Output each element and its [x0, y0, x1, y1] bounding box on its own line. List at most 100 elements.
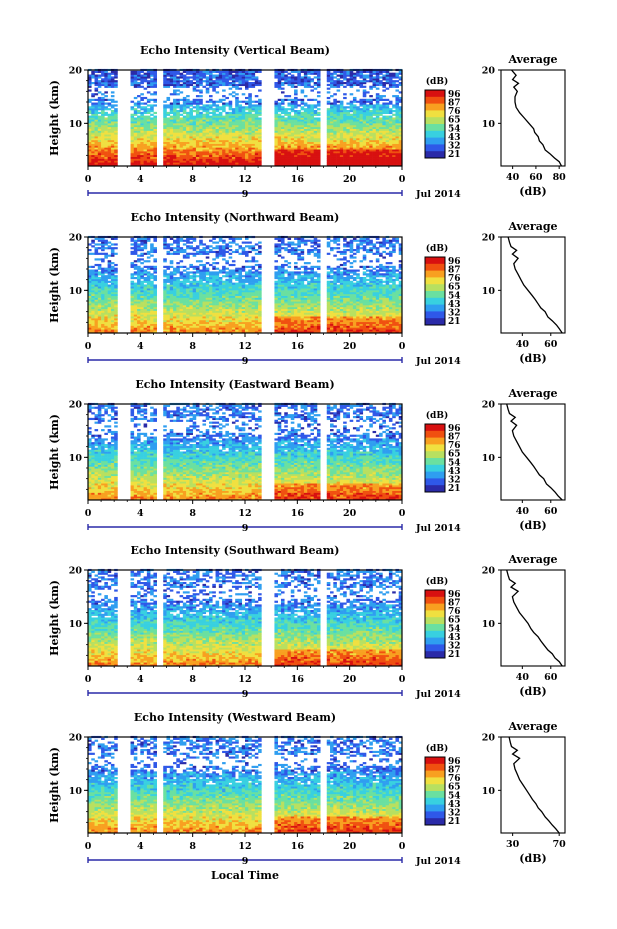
colorbar-segment	[425, 601, 445, 604]
colorbar-segment	[425, 441, 445, 444]
colorbar-segment	[425, 789, 445, 792]
colorbar-segment	[425, 772, 445, 775]
colorbar-tick-label: 96	[448, 90, 461, 100]
colorbar-segment	[425, 258, 445, 261]
y-axis-label: Height (km)	[48, 747, 61, 823]
date-month-label: Jul 2014	[415, 689, 461, 700]
colorbar-segment	[425, 809, 445, 812]
colorbar-segment	[425, 117, 445, 120]
x-tick-label: 8	[189, 674, 196, 685]
colorbar-tick-label: 32	[448, 308, 461, 318]
y-axis-label: Height (km)	[48, 580, 61, 656]
colorbar-segment	[425, 122, 445, 125]
colorbar-segment	[425, 294, 445, 297]
colorbar-segment	[425, 591, 445, 594]
colorbar-segment	[425, 647, 445, 650]
colorbar-segment	[425, 625, 445, 628]
colorbar-segment	[425, 267, 445, 270]
x-tick-label: 12	[238, 841, 251, 852]
colorbar-segment	[425, 105, 445, 108]
colorbar-tick-label: 43	[448, 300, 461, 310]
colorbar-segment	[425, 488, 445, 491]
colorbar-tick-label: 32	[448, 808, 461, 818]
panel-1: Echo Intensity (Northward Beam) 20 10 Heigh…	[48, 211, 566, 367]
colorbar-segment	[425, 635, 445, 638]
colorbar-segment	[425, 301, 445, 304]
colorbar-segment	[425, 639, 445, 642]
colorbar-segment	[425, 464, 445, 467]
colorbar-tick-label: 96	[448, 757, 461, 767]
colorbar-segment	[425, 425, 445, 428]
colorbar-tick-label: 65	[448, 450, 461, 460]
colorbar-segment	[425, 617, 445, 620]
colorbar-segment	[425, 480, 445, 483]
colorbar-segment	[425, 483, 445, 486]
colorbar-segment	[425, 287, 445, 290]
profile-y-tick-label: 20	[482, 400, 496, 411]
colorbar-segment	[425, 600, 445, 603]
colorbar-segment	[425, 430, 445, 433]
colorbar-frame	[424, 256, 446, 326]
colorbar-frame	[424, 589, 446, 659]
colorbar-segment	[425, 262, 445, 265]
y-tick-label: 10	[69, 453, 83, 464]
colorbar-segment	[425, 130, 445, 133]
profile-line	[507, 236, 563, 334]
colorbar-segment	[425, 481, 445, 484]
colorbar-segment	[425, 137, 445, 140]
colorbar-segment	[425, 274, 445, 277]
x-tick-label: 12	[238, 341, 251, 352]
colorbar-segment	[425, 770, 445, 773]
date-day-label: 9	[242, 356, 249, 367]
date-day-label: 9	[242, 523, 249, 534]
date-day-label: 9	[242, 856, 249, 867]
colorbar-tick-label: 76	[448, 107, 461, 117]
colorbar-unit: (dB)	[426, 76, 448, 87]
colorbar-segment	[425, 90, 445, 93]
y-tick-label: 10	[69, 286, 83, 297]
x-tick-label: 20	[343, 508, 357, 519]
x-tick-label: 8	[189, 341, 196, 352]
colorbar-segment	[425, 649, 445, 652]
y-tick-label: 20	[69, 566, 83, 577]
colorbar-segment	[425, 132, 445, 135]
x-tick-label: 4	[137, 674, 144, 685]
x-tick-label: 12	[238, 508, 251, 519]
colorbar-segment	[425, 270, 445, 273]
profile-title: Average	[507, 553, 557, 566]
y-tick-label: 20	[69, 233, 83, 244]
colorbar-segment	[425, 302, 445, 305]
colorbar-segment	[425, 782, 445, 785]
colorbar-segment	[425, 280, 445, 283]
x-tick-label: 0	[85, 508, 92, 519]
date-month-label: Jul 2014	[415, 856, 461, 867]
colorbar-tick-label: 96	[448, 257, 461, 267]
y-axis-label: Height (km)	[48, 80, 61, 156]
colorbar-segment	[425, 285, 445, 288]
colorbar-segment	[425, 646, 445, 649]
colorbar-segment	[425, 475, 445, 478]
heatmap-cells	[88, 68, 403, 167]
panel-title: Echo Intensity (Southward Beam)	[131, 544, 340, 557]
colorbar-segment	[425, 292, 445, 295]
x-tick-label: 8	[189, 508, 196, 519]
colorbar-segment	[425, 613, 445, 616]
colorbar-unit: (dB)	[426, 743, 448, 754]
colorbar-segment	[425, 144, 445, 147]
colorbar-segment	[425, 814, 445, 817]
colorbar-segment	[425, 458, 445, 461]
colorbar-tick-label: 54	[448, 791, 461, 801]
colorbar-segment	[425, 618, 445, 621]
colorbar-segment	[425, 437, 445, 440]
x-tick-label: 12	[238, 174, 251, 185]
profile-line	[506, 403, 563, 501]
profile-x-tick-label: 40	[516, 506, 530, 517]
profile-line	[508, 736, 560, 834]
colorbar-segment	[425, 434, 445, 437]
colorbar-segment	[425, 632, 445, 635]
x-tick-label: 20	[343, 341, 357, 352]
colorbar-segment	[425, 156, 445, 159]
colorbar-segment	[425, 297, 445, 300]
colorbar-segment	[425, 432, 445, 435]
profile-y-tick-label: 10	[482, 786, 496, 797]
